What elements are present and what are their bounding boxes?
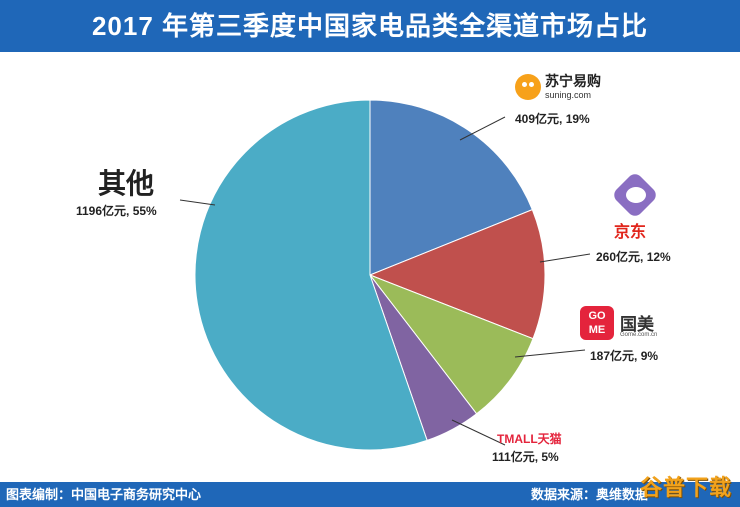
pie-slice-suning [369, 99, 533, 276]
leader-line-suning [459, 116, 506, 141]
chart-title: 2017 年第三季度中国家电品类全渠道市场占比 [0, 0, 740, 52]
pie-slice-gome [368, 273, 534, 415]
data-label-suning: 409亿元, 19% [515, 112, 590, 126]
leader-line-other [179, 199, 216, 206]
gome-logo-name: 国美 [620, 315, 654, 334]
gome-logo-box: GO ME [580, 306, 614, 340]
suning-logo: 苏宁易购 suning.com [515, 70, 625, 106]
footer-source-left: 图表编制：中国电子商务研究中心 [6, 487, 202, 502]
leader-line-jd [539, 253, 591, 263]
tmall-logo: TMALL天猫 [497, 432, 562, 446]
gome-logo: GO ME 国美 Gome.com.cn [580, 306, 670, 346]
pie-slice-other [194, 99, 428, 451]
jd-dog-face-icon [626, 187, 646, 203]
footer-source-right: 数据来源：奥维数据 [530, 487, 648, 502]
suning-logo-url: suning.com [545, 90, 592, 100]
data-label-tmall: 111亿元, 5% [492, 450, 559, 464]
watermark: 谷普下载 [639, 475, 732, 500]
leader-line-gome [514, 349, 586, 358]
suning-logo-name: 苏宁易购 [545, 73, 601, 89]
jd-logo: 京东 [610, 170, 662, 242]
leader-line-tmall [451, 419, 506, 446]
data-label-jd: 260亿元, 12% [596, 250, 671, 264]
gome-logo-url: Gome.com.cn [620, 332, 658, 338]
data-label-other: 1196亿元, 55% [76, 204, 157, 218]
data-label-gome: 187亿元, 9% [590, 349, 659, 363]
slice-name-other: 其他 [98, 168, 155, 199]
suning-lion-icon [515, 74, 541, 100]
footer-bar: 图表编制：中国电子商务研究中心 数据来源：奥维数据 [0, 482, 740, 507]
jd-logo-name: 京东 [614, 224, 647, 241]
pie-slice-jd [368, 208, 546, 340]
